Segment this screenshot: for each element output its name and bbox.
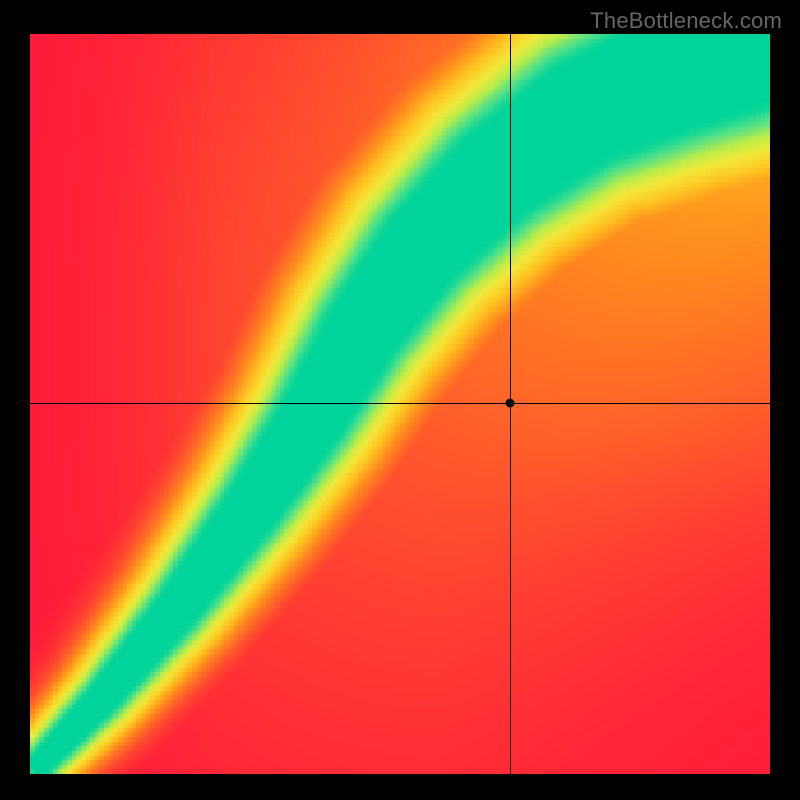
chart-container: TheBottleneck.com — [0, 0, 800, 800]
crosshair-horizontal — [30, 403, 770, 404]
heatmap-canvas — [30, 34, 770, 774]
crosshair-marker — [505, 398, 514, 407]
heatmap-plot — [30, 34, 770, 774]
watermark-text: TheBottleneck.com — [590, 8, 782, 34]
